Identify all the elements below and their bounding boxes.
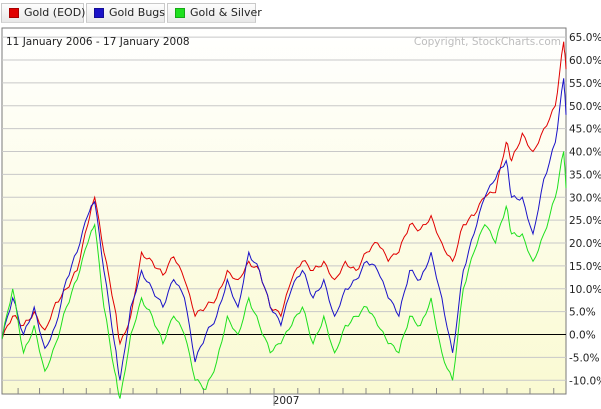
y-tick-label: 35.0% <box>569 169 601 181</box>
x-tick-label-2007: 2007 <box>273 395 300 407</box>
y-tick-label: 25.0% <box>569 215 601 227</box>
legend-label-gold-silver: Gold & Silver <box>190 6 262 19</box>
series-line-gold-bugs <box>1 78 567 381</box>
y-axis-labels: -10.0% -5.0% 0.0% 5.0% 10.0% 15.0% 20.0% 25.0% 3… <box>569 32 601 387</box>
legend-tab-gold-silver[interactable]: Gold & Silver <box>167 3 262 23</box>
series-lines <box>1 41 567 399</box>
y-tick-label: -10.0% <box>569 375 601 387</box>
y-tick-label: -5.0% <box>569 352 599 364</box>
series-line-gold-eod- <box>1 41 567 346</box>
series-line-gold-silver <box>1 151 567 399</box>
legend-tab-gold-eod[interactable]: Gold (EOD) <box>1 3 86 23</box>
y-tick-label: 60.0% <box>569 55 601 67</box>
y-tick-label: 20.0% <box>569 238 601 250</box>
gold-bugs-swatch-icon <box>94 8 104 18</box>
y-tick-label: 50.0% <box>569 101 601 113</box>
y-tick-label: 30.0% <box>569 192 601 204</box>
legend-label-gold-eod: Gold (EOD) <box>24 6 86 19</box>
legend-tab-gold-bugs[interactable]: Gold Bugs <box>86 3 165 23</box>
y-tick-label: 45.0% <box>569 124 601 136</box>
legend-tab-bar: Gold (EOD) Gold Bugs Gold & Silver <box>0 0 601 27</box>
y-tick-label: 15.0% <box>569 261 601 273</box>
y-tick-label: 0.0% <box>569 330 596 342</box>
y-tick-label: 10.0% <box>569 284 601 296</box>
copyright-label: Copyright, StockCharts.com <box>414 36 561 48</box>
gold-eod-swatch-icon <box>9 8 19 18</box>
y-tick-label: 55.0% <box>569 78 601 90</box>
y-tick-label: 5.0% <box>569 307 596 319</box>
date-range-label: 11 January 2006 - 17 January 2008 <box>6 36 190 48</box>
y-tick-label: 65.0% <box>569 32 601 44</box>
y-tick-label: 40.0% <box>569 147 601 159</box>
legend-label-gold-bugs: Gold Bugs <box>109 6 166 19</box>
gold-silver-swatch-icon <box>175 8 185 18</box>
